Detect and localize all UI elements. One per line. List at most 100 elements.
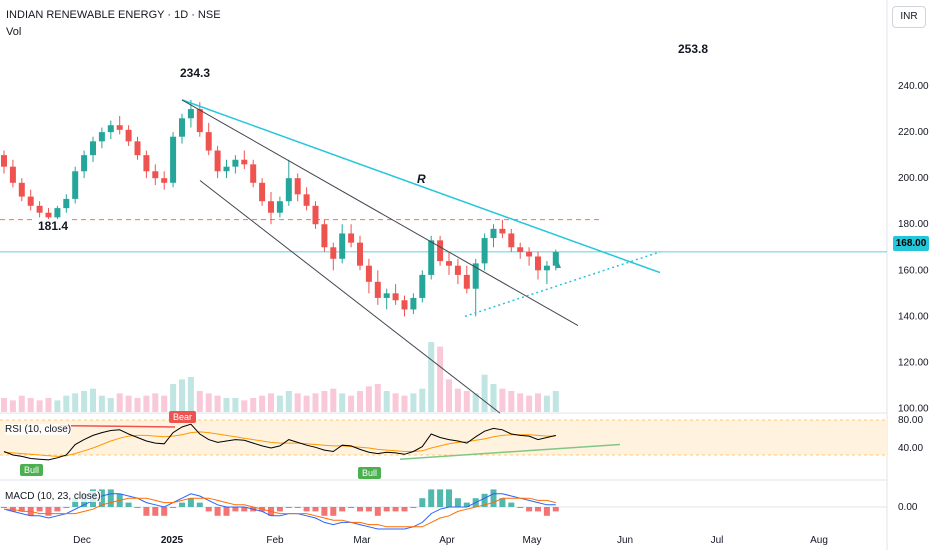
candle-body: [214, 150, 221, 172]
candle-body: [63, 198, 70, 209]
candle-body: [143, 155, 150, 172]
candle-body: [552, 251, 559, 266]
candle-body: [1, 155, 7, 167]
macd-histogram-bar: [72, 498, 79, 507]
signal-arrow-up: [555, 261, 561, 268]
volume-bar: [330, 388, 337, 412]
candle-body: [392, 293, 399, 301]
x-tick-label: 2025: [161, 535, 184, 546]
macd-histogram-bar: [339, 507, 346, 512]
x-tick-label: Jun: [617, 535, 633, 546]
price-tick-label: 240.00: [898, 81, 929, 92]
volume-bar: [357, 391, 363, 412]
rsi-tick-label: 80.00: [898, 415, 923, 426]
rsi-tick-label: 40.00: [898, 443, 923, 454]
macd-histogram-bar: [330, 507, 337, 516]
macd-histogram-bar: [63, 507, 70, 508]
candle-body: [187, 109, 194, 119]
currency-selector[interactable]: INR: [892, 6, 926, 28]
volume-bar: [179, 379, 185, 412]
macd-histogram-bar: [401, 507, 408, 512]
x-tick-label: May: [523, 535, 542, 546]
candle-body: [36, 205, 43, 213]
volume-bar: [54, 400, 61, 412]
volume-label: Vol: [6, 26, 22, 38]
volume-bar: [303, 395, 310, 412]
volume-bar: [552, 391, 559, 412]
low-price-label: 181.4: [36, 219, 71, 233]
volume-bar: [9, 400, 16, 412]
candle-body: [481, 238, 488, 264]
macd-histogram-bar: [446, 489, 452, 507]
candle-body: [54, 208, 61, 218]
last-price-tag: 168.00: [893, 236, 929, 251]
candle-body: [223, 166, 230, 172]
volume-bar: [18, 395, 25, 412]
candle-body: [268, 201, 274, 213]
macd-histogram-bar: [232, 507, 239, 512]
volume-bar: [232, 398, 239, 412]
volume-bar: [90, 388, 96, 412]
macd-histogram-bar: [214, 507, 221, 516]
candle-body: [339, 233, 346, 259]
candle-body: [419, 274, 426, 298]
candle-body: [330, 247, 337, 259]
volume-bar: [259, 395, 266, 412]
macd-histogram-bar: [374, 507, 381, 516]
macd-histogram-bar: [179, 502, 185, 507]
candle-body: [259, 182, 266, 202]
candle-body: [463, 274, 470, 289]
x-tick-label: Dec: [73, 535, 91, 546]
rsi-pane-label[interactable]: RSI (10, close): [5, 424, 72, 435]
volume-bar: [446, 379, 452, 412]
rsi-bull-tag-1: Bull: [20, 464, 44, 476]
candle-body: [232, 159, 239, 167]
support-dotted-line: [464, 251, 661, 318]
volume-bar: [241, 400, 248, 412]
macd-histogram-bar: [285, 507, 292, 508]
volume-bar: [152, 393, 159, 412]
resistance-label: R: [417, 172, 426, 186]
candle-body: [526, 251, 533, 257]
candle-body: [490, 228, 497, 239]
candle-body: [383, 293, 390, 298]
macd-histogram-bar: [45, 507, 52, 516]
macd-histogram-bar: [419, 498, 426, 507]
volume-bar: [365, 386, 372, 412]
macd-pane-label[interactable]: MACD (10, 23, close): [5, 491, 101, 502]
macd-histogram-bar: [508, 502, 515, 507]
symbol-title[interactable]: INDIAN RENEWABLE ENERGY · 1D · NSE: [6, 9, 221, 21]
candle-body: [116, 125, 123, 130]
candle-body: [312, 205, 319, 225]
candle-body: [45, 212, 52, 218]
candle-body: [179, 118, 185, 137]
macd-histogram-bar: [223, 507, 230, 516]
candle-body: [454, 265, 461, 275]
channel-lower-line: [199, 180, 501, 414]
volume-bar: [45, 398, 52, 412]
macd-histogram-bar: [161, 507, 168, 516]
volume-bar: [543, 395, 550, 412]
volume-bar: [401, 395, 408, 412]
candle-body: [535, 256, 541, 271]
macd-histogram-bar: [543, 507, 550, 516]
macd-histogram-bar: [392, 507, 399, 512]
macd-histogram-bar: [499, 498, 506, 507]
macd-histogram-bar: [187, 498, 194, 507]
volume-bar: [454, 388, 461, 412]
price-tick-label: 160.00: [898, 265, 929, 276]
macd-histogram-bar: [463, 502, 470, 507]
macd-histogram-bar: [303, 507, 310, 512]
volume-bar: [250, 398, 257, 412]
price-tick-label: 220.00: [898, 127, 929, 138]
volume-bar: [116, 393, 123, 412]
volume-bar: [107, 398, 114, 412]
candle-body: [517, 247, 524, 252]
macd-histogram-bar: [134, 507, 141, 508]
volume-bar: [27, 398, 34, 412]
macd-histogram-bar: [312, 507, 319, 512]
candle-body: [98, 132, 105, 142]
candle-body: [303, 194, 310, 206]
x-tick-label: Aug: [810, 535, 828, 546]
